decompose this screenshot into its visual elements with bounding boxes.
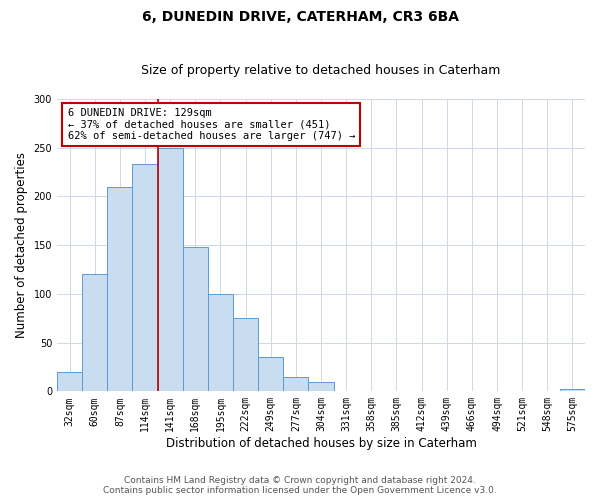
Bar: [308, 382, 334, 392]
Bar: [57, 372, 82, 392]
Bar: [258, 357, 283, 392]
Bar: [107, 186, 133, 392]
Text: 6, DUNEDIN DRIVE, CATERHAM, CR3 6BA: 6, DUNEDIN DRIVE, CATERHAM, CR3 6BA: [142, 10, 458, 24]
Y-axis label: Number of detached properties: Number of detached properties: [15, 152, 28, 338]
Bar: [133, 164, 158, 392]
Title: Size of property relative to detached houses in Caterham: Size of property relative to detached ho…: [142, 64, 501, 77]
X-axis label: Distribution of detached houses by size in Caterham: Distribution of detached houses by size …: [166, 437, 476, 450]
Text: Contains HM Land Registry data © Crown copyright and database right 2024.
Contai: Contains HM Land Registry data © Crown c…: [103, 476, 497, 495]
Bar: [158, 148, 183, 392]
Bar: [560, 390, 585, 392]
Bar: [82, 274, 107, 392]
Bar: [233, 318, 258, 392]
Bar: [183, 247, 208, 392]
Bar: [283, 376, 308, 392]
Text: 6 DUNEDIN DRIVE: 129sqm
← 37% of detached houses are smaller (451)
62% of semi-d: 6 DUNEDIN DRIVE: 129sqm ← 37% of detache…: [68, 108, 355, 141]
Bar: [208, 294, 233, 392]
